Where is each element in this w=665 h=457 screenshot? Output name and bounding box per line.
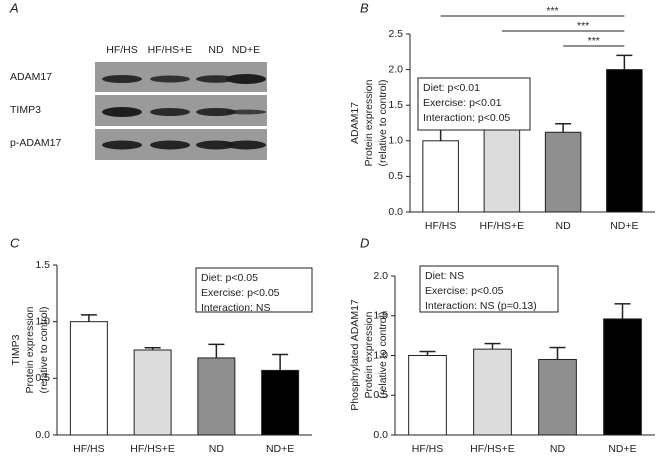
blot-band [196, 75, 236, 83]
blot-band [196, 108, 236, 116]
y-axis-label: Protein expression [24, 306, 36, 393]
panel-label: D [360, 235, 369, 250]
annotation-text: Diet: p<0.05 [201, 272, 258, 284]
y-tick-label: 0.5 [35, 372, 50, 384]
blot-band [102, 75, 142, 83]
annotation-text: Interaction: NS [201, 302, 270, 314]
panel-label: C [10, 235, 20, 250]
y-tick-label: 0.0 [388, 206, 403, 218]
x-tick-label: ND [209, 443, 225, 455]
y-axis-label: Protein expression [363, 79, 375, 166]
blot-gap [95, 126, 267, 129]
bar [603, 318, 642, 436]
bar [606, 69, 643, 213]
x-tick-label: HF/HS [73, 443, 105, 455]
y-tick-label: 2.0 [373, 270, 388, 282]
y-axis-label: Protein expression [363, 311, 375, 398]
y-tick-label: 0.0 [35, 429, 50, 441]
lane-label: HF/HS+E [148, 44, 193, 56]
x-tick-label: HF/HS+E [130, 443, 175, 455]
x-tick-label: ND [550, 443, 566, 455]
x-tick-label: HF/HS [425, 220, 457, 232]
y-axis-label: (relative to control) [377, 312, 389, 399]
x-tick-label: ND+E [608, 443, 636, 455]
y-tick-label: 1.5 [35, 259, 50, 271]
bar [408, 355, 447, 436]
y-tick-label: 1.5 [373, 310, 388, 322]
x-tick-label: ND [556, 220, 572, 232]
blot-band [226, 74, 266, 84]
row-label: p-ADAM17 [10, 137, 62, 149]
row-label: ADAM17 [10, 71, 52, 83]
annotation-box [417, 77, 531, 131]
y-tick-label: 0.5 [388, 170, 403, 182]
annotation-text: Exercise: p<0.05 [425, 285, 504, 297]
bar [483, 127, 521, 213]
y-tick-label: 0.5 [373, 389, 388, 401]
annotation-text: Exercise: p<0.01 [423, 97, 502, 109]
significance-label: *** [588, 35, 600, 47]
annotation-text: Interaction: NS (p=0.13) [425, 300, 537, 312]
annotation-text: Diet: p<0.01 [423, 82, 480, 94]
blot-band [226, 109, 266, 115]
bar [133, 349, 172, 436]
blot-band [226, 140, 266, 150]
blot-band [196, 140, 236, 150]
x-tick-label: ND+E [610, 220, 638, 232]
panel-label: A [9, 0, 19, 15]
blot-band [150, 75, 190, 83]
lane-label: ND [208, 44, 224, 56]
x-tick-label: HF/HS+E [470, 443, 515, 455]
blot-band [150, 108, 190, 116]
annotation-box [195, 267, 313, 313]
lane-label: ND+E [232, 44, 260, 56]
significance-label: *** [577, 20, 589, 32]
y-tick-label: 0.0 [373, 429, 388, 441]
bar [422, 140, 459, 213]
blot-band [102, 107, 142, 117]
annotation-text: Exercise: p<0.05 [201, 287, 280, 299]
x-tick-label: HF/HS [412, 443, 444, 455]
annotation-text: Interaction: p<0.05 [423, 112, 510, 124]
y-tick-label: 1.0 [35, 315, 50, 327]
y-axis-label: (relative to control) [38, 307, 50, 394]
y-axis-label: TIMP3 [10, 334, 22, 365]
y-axis-label: Phosphrylated ADAM17 [349, 299, 361, 411]
bar [473, 348, 512, 436]
y-tick-label: 1.5 [388, 99, 403, 111]
y-tick-label: 2.5 [388, 28, 403, 40]
bar [544, 131, 582, 213]
row-label: TIMP3 [10, 104, 41, 116]
y-axis-label: ADAM17 [349, 102, 361, 144]
x-tick-label: HF/HS+E [480, 220, 525, 232]
blot-band [102, 140, 142, 150]
y-tick-label: 2.0 [388, 63, 403, 75]
y-tick-label: 1.0 [373, 349, 388, 361]
bar [69, 321, 108, 436]
x-tick-label: ND+E [266, 443, 294, 455]
bar [197, 357, 236, 436]
bar [538, 358, 577, 436]
annotation-text: Diet: NS [425, 270, 464, 282]
panel-label: B [360, 0, 369, 15]
significance-label: *** [546, 5, 558, 17]
blot-gap [95, 92, 267, 95]
annotation-box [419, 265, 559, 313]
y-axis-label: (relative to control) [377, 80, 389, 167]
lane-label: HF/HS [106, 44, 138, 56]
blot-band [150, 140, 190, 150]
bar [261, 369, 300, 436]
y-tick-label: 1.0 [388, 135, 403, 147]
